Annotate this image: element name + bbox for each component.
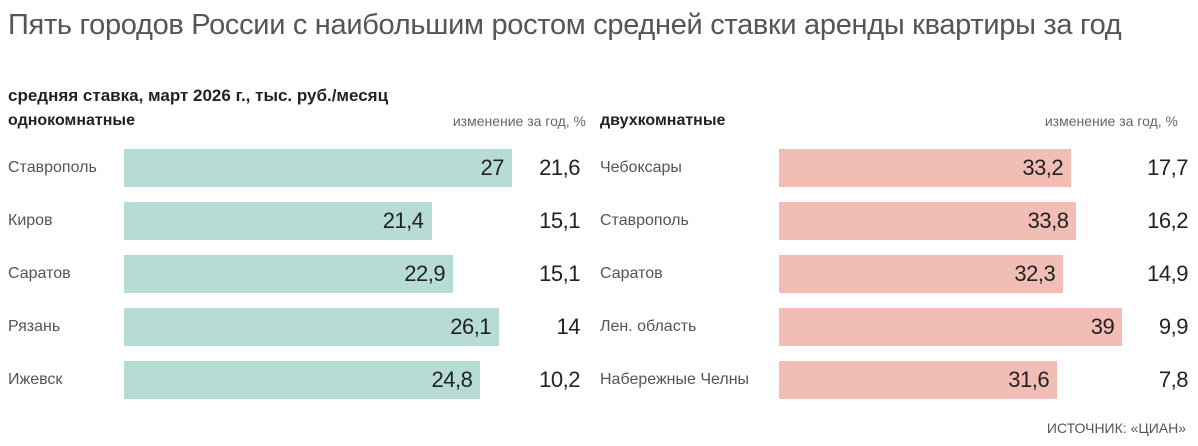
source-note: ИСТОЧНИК: «ЦИАН» (1046, 420, 1186, 436)
bar-value-label: 33,2 (1022, 155, 1064, 180)
change-value: 15,1 (539, 261, 580, 286)
bar-value-label: 32,3 (1014, 261, 1056, 286)
change-value: 7,8 (1158, 367, 1189, 392)
bar: 33,2 (779, 149, 1072, 187)
change-value: 15,1 (539, 208, 580, 233)
category-label: Ставрополь (600, 212, 689, 229)
panel-title-1room: однокомнатные (8, 112, 135, 129)
chart-subtitle: средняя ставка, март 2026 г., тыс. руб./… (8, 86, 389, 105)
category-label: Набережные Челны (600, 371, 750, 388)
bar: 24,8 (124, 361, 481, 399)
bar-value-label: 31,6 (1008, 367, 1050, 392)
change-value: 10,2 (539, 367, 580, 392)
change-value: 16,2 (1147, 208, 1188, 233)
bar-value-label: 24,8 (431, 367, 473, 392)
bar-value-label: 21,4 (382, 208, 424, 233)
bar: 31,6 (779, 361, 1058, 399)
category-label: Ижевск (8, 371, 63, 388)
bar: 27 (124, 149, 512, 187)
bar: 22,9 (124, 255, 454, 293)
bar-value-label: 33,8 (1027, 208, 1069, 233)
bar-value-label: 27 (480, 155, 505, 180)
category-label: Лен. область (600, 318, 697, 335)
change-header-1room: изменение за год, % (452, 113, 586, 129)
bar: 32,3 (779, 255, 1064, 293)
bar: 21,4 (124, 202, 432, 240)
bar: 33,8 (779, 202, 1077, 240)
category-label: Рязань (8, 318, 61, 335)
change-value: 14,9 (1147, 261, 1188, 286)
category-label: Чебоксары (600, 159, 682, 176)
change-value: 9,9 (1158, 314, 1189, 339)
change-header-2room: изменение за год, % (1044, 113, 1178, 129)
bar: 39 (779, 308, 1123, 346)
category-label: Киров (8, 212, 53, 229)
category-label: Саратов (600, 265, 663, 282)
panel-title-2room: двухкомнатные (600, 112, 726, 129)
bar: 26,1 (124, 308, 500, 346)
change-value: 14 (556, 314, 581, 339)
bar-value-label: 22,9 (404, 261, 446, 286)
category-label: Ставрополь (8, 159, 97, 176)
chart-title: Пять городов России с наибольшим ростом … (8, 9, 1122, 41)
change-value: 17,7 (1147, 155, 1188, 180)
bar-value-label: 39 (1090, 314, 1115, 339)
bar-value-label: 26,1 (450, 314, 492, 339)
change-value: 21,6 (539, 155, 580, 180)
category-label: Саратов (8, 265, 71, 282)
